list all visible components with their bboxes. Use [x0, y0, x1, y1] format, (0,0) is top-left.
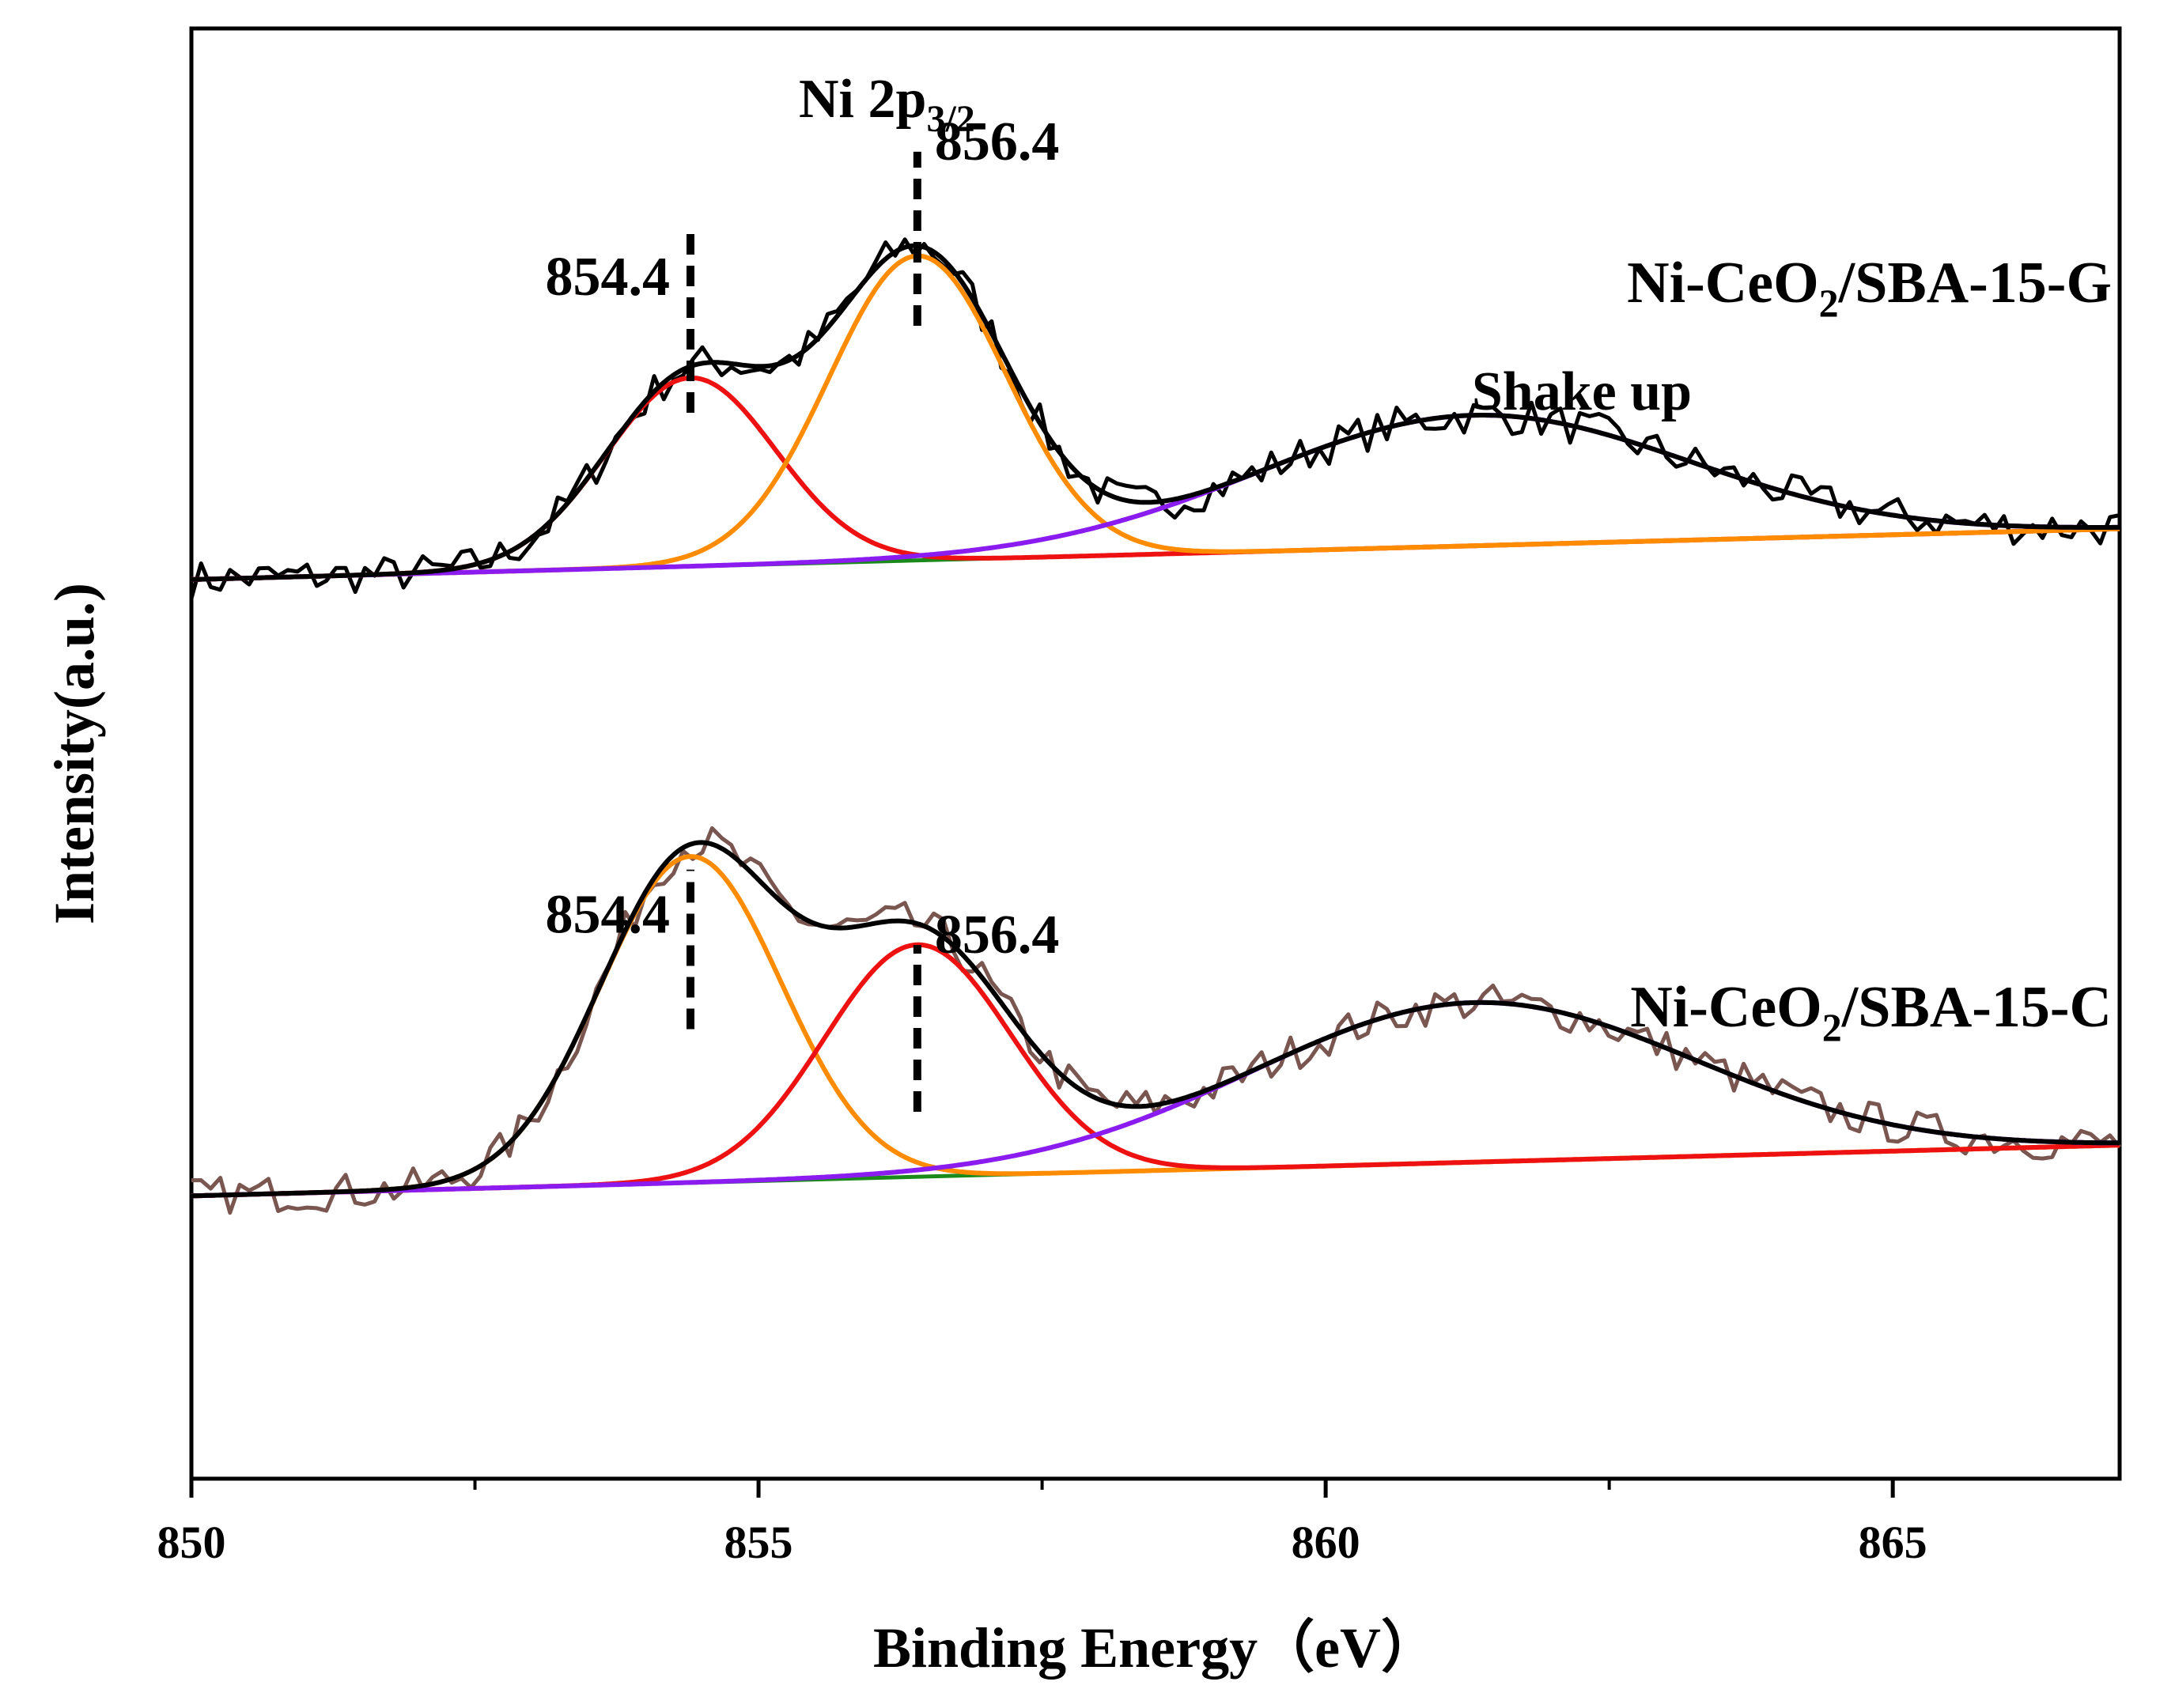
- x-axis-ticks: 850 855 860 865: [157, 1479, 1927, 1568]
- panel-c-peak-2: [191, 942, 2120, 1199]
- chart-title: Ni 2p3/2: [799, 69, 975, 140]
- x-tick-label-850: 850: [157, 1517, 226, 1568]
- panel-c-marker-label-2: 856.4: [935, 905, 1060, 965]
- x-tick-label-865: 865: [1859, 1517, 1927, 1568]
- panel-c-fit-envelope: [191, 840, 2120, 1199]
- panel-g-marker-label-2: 856.4: [935, 111, 1060, 172]
- annotation-shake-up: Shake up: [1472, 361, 1692, 422]
- curves-layer: [189, 237, 2121, 1215]
- panel-c-label: Ni-CeO2/SBA-15-C: [1630, 975, 2112, 1049]
- panel-c-marker-label-1: 854.4: [546, 885, 671, 946]
- panel-g-raw-spectrum: [189, 237, 2120, 599]
- panel-g-peak-1: [191, 375, 2120, 582]
- x-tick-label-855: 855: [724, 1517, 793, 1568]
- panel-g-label: Ni-CeO2/SBA-15-G: [1627, 251, 2112, 325]
- panel-g-marker-label-1: 854.4: [546, 247, 671, 308]
- markers-layer: 854.4 856.4 854.4 856.4: [546, 111, 1060, 1112]
- x-tick-label-860: 860: [1292, 1517, 1360, 1568]
- x-axis-title: Binding Energy（eV）: [873, 1616, 1438, 1680]
- y-axis-title: Intensity(a.u.): [43, 583, 106, 924]
- panel-g-fit-envelope: [191, 243, 2120, 582]
- plot-frame: [189, 26, 2122, 1481]
